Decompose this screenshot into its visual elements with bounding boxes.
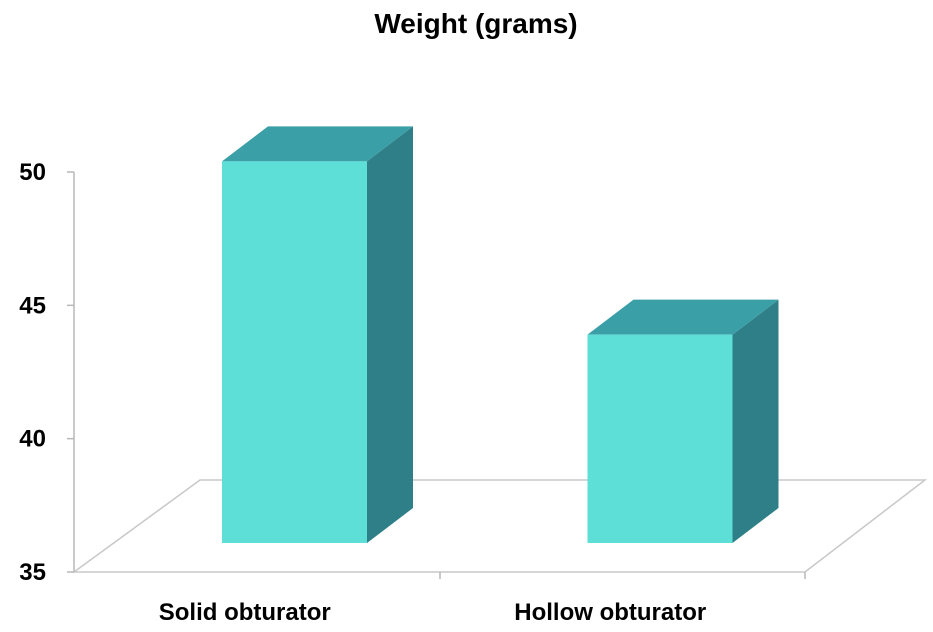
bar [222,126,413,544]
y-tick-label: 45 [19,292,46,319]
bar-front-face [222,161,367,544]
x-axis-labels: Solid obturator Hollow obturator [159,599,706,626]
chart-title: Weight (grams) [374,8,577,39]
x-category-label: Solid obturator [159,599,331,626]
bar-top-face [222,126,413,162]
chart-floor [71,479,928,573]
y-tick-label: 35 [19,559,46,586]
y-axis: 35 40 45 50 [19,159,806,586]
y-tick-label: 40 [19,426,46,453]
bar-top-face [587,299,779,335]
bar-front-face [587,334,733,543]
bar [587,299,779,543]
bar-side-face [732,299,779,543]
y-tick-label: 50 [19,159,46,186]
floor-plane [71,479,928,573]
x-category-label: Hollow obturator [514,599,706,626]
bars [222,126,779,544]
bar-side-face [367,126,413,543]
